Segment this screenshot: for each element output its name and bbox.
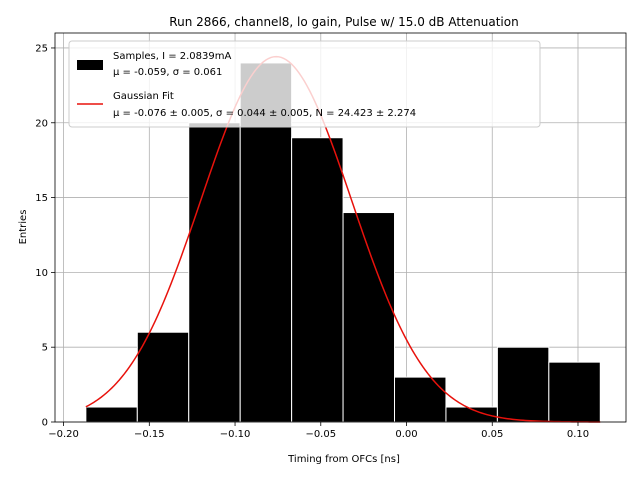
histogram-bar [548,361,601,423]
legend-histogram-label: Samples, I = 2.0839mA [113,51,231,62]
legend-fit-label: Gaussian Fit [113,91,174,102]
histogram-bar [85,406,138,423]
legend: Samples, I = 2.0839mA μ = -0.059, σ = 0.… [68,40,541,128]
histogram-bar [291,137,344,423]
histogram-bar [188,122,241,423]
y-tick-label: 15 [35,193,48,204]
x-tick-label: 0.10 [567,429,589,440]
histogram-bar [394,376,447,423]
y-axis-ticks: 0 5 10 15 20 25 [35,43,55,429]
legend-box [68,40,541,128]
y-tick-label: 25 [35,43,48,54]
y-tick-label: 5 [42,343,48,354]
x-axis-ticks: −0.20 −0.15 −0.10 −0.05 0.00 0.05 0.10 [48,422,589,440]
legend-histogram-stats: μ = -0.059, σ = 0.061 [113,67,222,78]
x-tick-label: 0.05 [481,429,503,440]
y-tick-label: 0 [42,418,48,429]
x-tick-label: −0.20 [48,429,79,440]
chart-title: Run 2866, channel8, lo gain, Pulse w/ 15… [169,15,518,29]
y-axis-label: Entries [18,210,29,245]
legend-fit-stats: μ = -0.076 ± 0.005, σ = 0.044 ± 0.005, N… [113,108,416,119]
x-tick-label: 0.00 [395,429,417,440]
y-tick-label: 20 [35,118,48,129]
gaussian-fit-curve [85,55,601,423]
x-tick-label: −0.10 [220,429,251,440]
histogram-bar [496,346,550,423]
histogram-bars [85,62,601,423]
y-tick-label: 10 [35,268,48,279]
x-tick-label: −0.05 [305,429,336,440]
plot-frame [54,32,627,423]
histogram-bar [136,331,190,423]
x-tick-label: −0.15 [134,429,165,440]
legend-histogram-swatch [77,60,103,70]
histogram-bar [342,212,396,423]
x-axis-label: Timing from OFCs [ns] [287,454,400,465]
